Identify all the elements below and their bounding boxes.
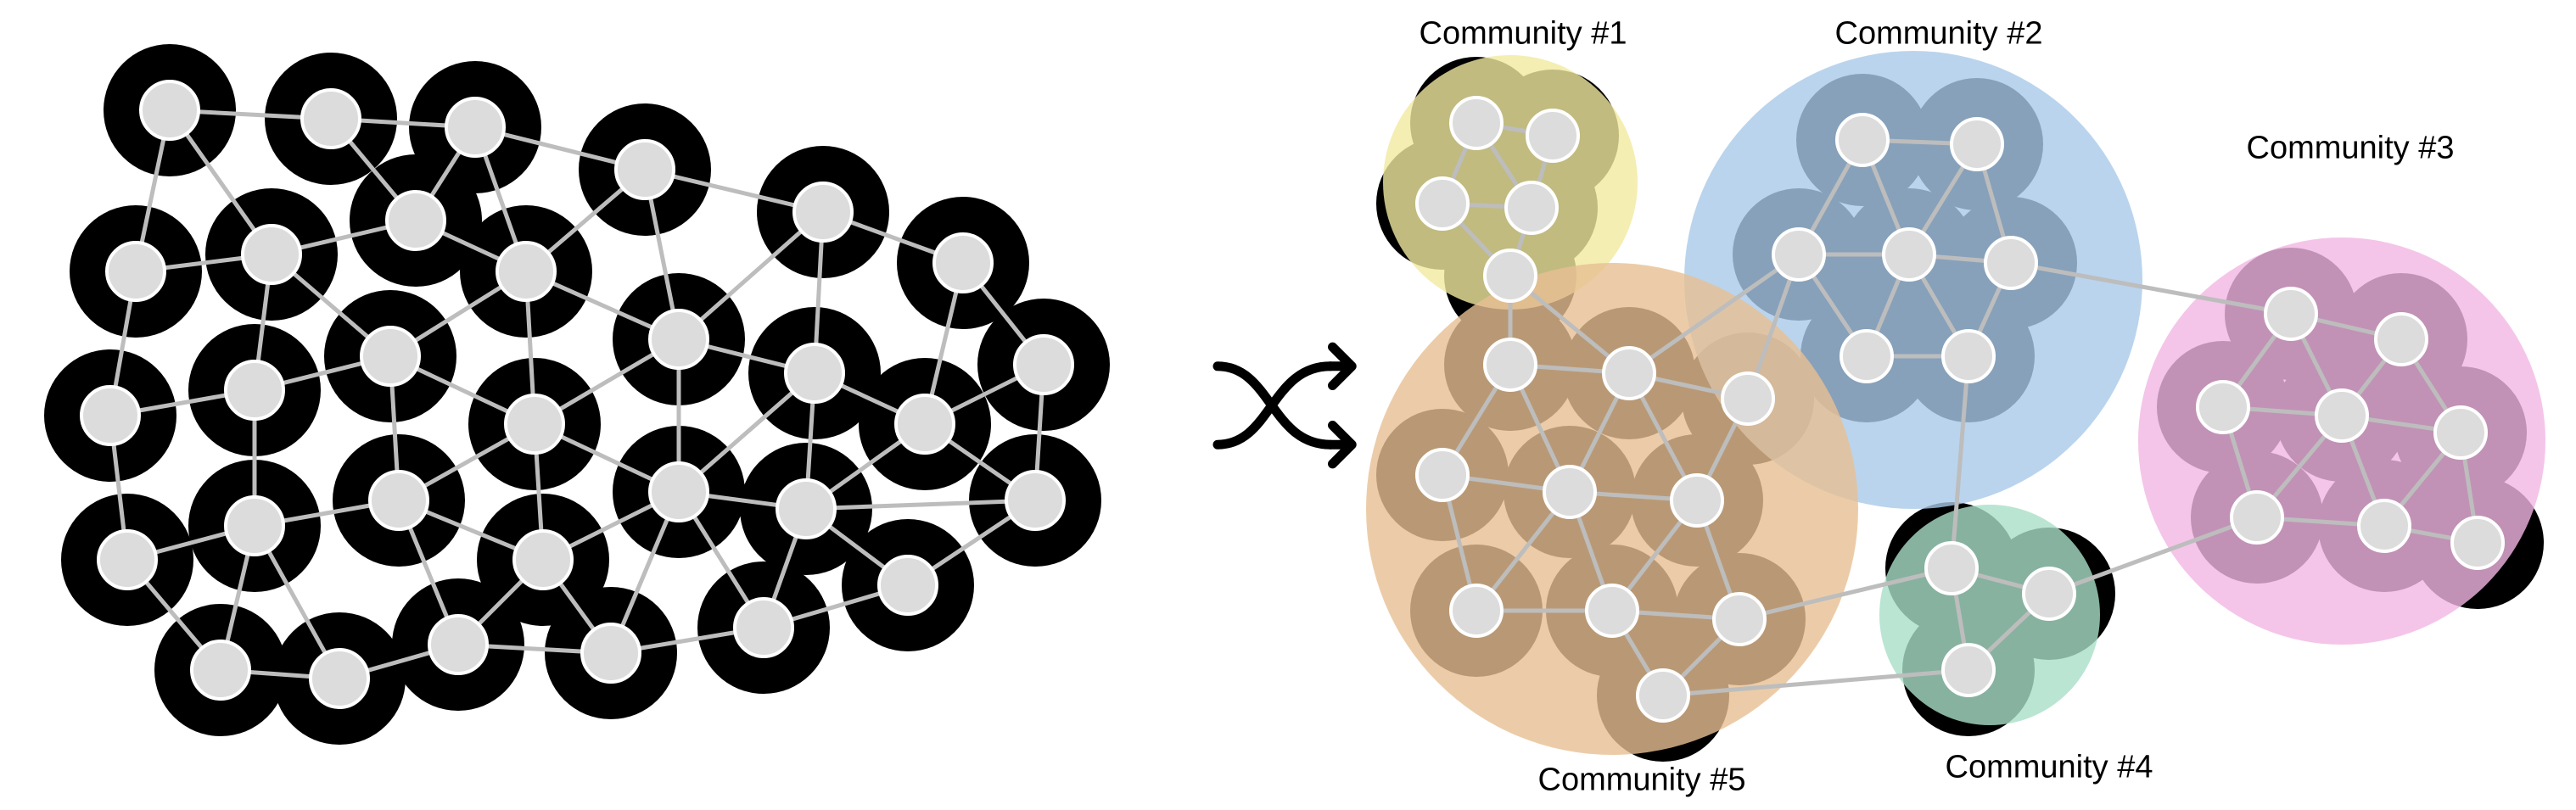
left-node: [497, 243, 555, 300]
right-node: [2198, 382, 2248, 433]
transform-arrow-icon: [1218, 347, 1352, 464]
right-node: [1837, 115, 1888, 165]
left-node: [1006, 472, 1064, 529]
right-node: [1451, 98, 1502, 148]
left-node: [896, 395, 954, 453]
left-node: [243, 226, 300, 283]
left-node: [446, 98, 504, 156]
right-node: [2435, 407, 2486, 458]
left-node: [302, 90, 360, 148]
right-node: [1943, 645, 1994, 695]
left-node: [1015, 336, 1072, 394]
left-node: [786, 344, 843, 402]
right-node: [1527, 110, 1578, 161]
right-node: [2265, 288, 2316, 339]
left-node: [361, 327, 419, 385]
left-node: [370, 472, 428, 529]
right-node: [1943, 331, 1994, 382]
left-node: [582, 624, 640, 682]
community-bg-4: [1879, 505, 2100, 725]
left-node: [107, 243, 165, 300]
right-node: [1485, 339, 1536, 390]
right-node: [2232, 492, 2282, 543]
left-node: [735, 599, 792, 656]
right-node: [1544, 466, 1595, 517]
left-node: [429, 616, 487, 673]
right-node: [2024, 568, 2075, 619]
left-node: [514, 531, 572, 589]
left-node: [141, 81, 199, 139]
left-node: [777, 480, 835, 538]
right-node: [2316, 390, 2367, 441]
right-node: [1506, 182, 1557, 233]
left-node: [311, 650, 368, 707]
left-node: [226, 361, 283, 419]
left-node: [650, 310, 708, 368]
right-node: [1417, 450, 1468, 500]
left-node: [226, 497, 283, 555]
diagram-canvas: [0, 0, 2576, 810]
right-node: [1926, 543, 1977, 594]
community-label-5: Community #5: [1538, 763, 1746, 799]
left-node: [506, 395, 563, 453]
right-node: [2359, 500, 2410, 551]
left-shadow-layer: [44, 44, 1110, 745]
right-node: [1587, 585, 1638, 636]
right-node: [1722, 373, 1773, 424]
community-bg-5: [1366, 263, 1858, 755]
left-node: [650, 463, 708, 521]
right-node: [1417, 178, 1468, 229]
left-node: [934, 234, 992, 292]
right-node: [1451, 585, 1502, 636]
right-node: [1714, 594, 1765, 645]
arrow-path-bottom: [1218, 366, 1330, 444]
right-node: [1485, 250, 1536, 301]
right-node: [1952, 119, 2002, 170]
right-node: [1604, 348, 1655, 399]
community-label-4: Community #4: [1946, 750, 2153, 786]
right-node: [1672, 475, 1722, 526]
right-node: [2376, 314, 2427, 365]
arrow-head-2: [1330, 426, 1352, 464]
left-node: [794, 183, 852, 241]
right-node: [2452, 517, 2503, 568]
right-node: [1841, 331, 1892, 382]
community-label-1: Community #1: [1420, 16, 1627, 53]
community-label-3: Community #3: [2247, 131, 2455, 167]
right-node: [1985, 237, 2036, 288]
left-node: [81, 387, 139, 444]
left-node: [192, 641, 249, 699]
right-node: [1638, 670, 1688, 721]
left-node: [98, 531, 156, 589]
arrow-head-1: [1330, 347, 1352, 385]
right-node: [1884, 229, 1935, 280]
left-node: [879, 556, 937, 614]
right-node: [1773, 229, 1824, 280]
left-node: [616, 141, 674, 198]
left-node: [387, 192, 445, 249]
community-label-2: Community #2: [1835, 16, 2043, 53]
